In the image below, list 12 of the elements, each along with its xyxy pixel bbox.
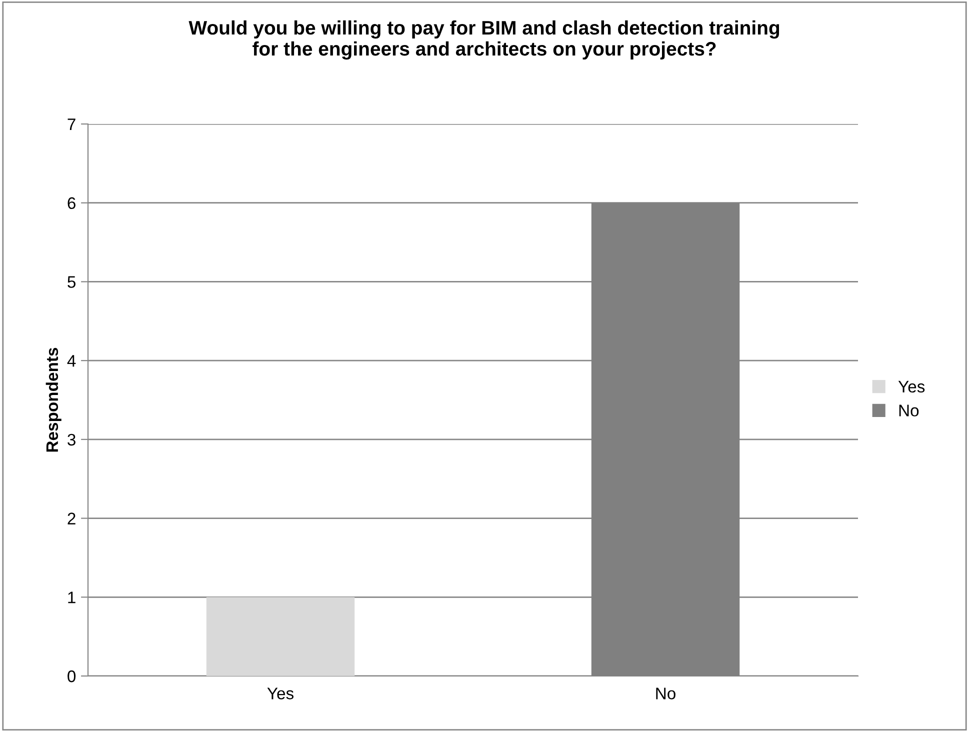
chart-title: Would you be willing to pay for BIM and clash detection training for the engineers and architects on your projects?: [188, 20, 780, 60]
y-axis-title: Respondents: [46, 348, 62, 452]
y-tick-label: 6: [68, 197, 76, 210]
y-tick-label: 0: [68, 670, 76, 682]
y-tick-label: 3: [68, 434, 76, 446]
y-tick-label: 1: [68, 592, 76, 604]
y-tick-label: 2: [68, 512, 76, 524]
y-tick-label: 7: [68, 118, 76, 130]
y-tick-label: 5: [68, 276, 76, 288]
legend-label: No: [899, 404, 919, 416]
y-tick-label: 4: [67, 355, 76, 367]
legend-label: Yes: [898, 380, 925, 393]
